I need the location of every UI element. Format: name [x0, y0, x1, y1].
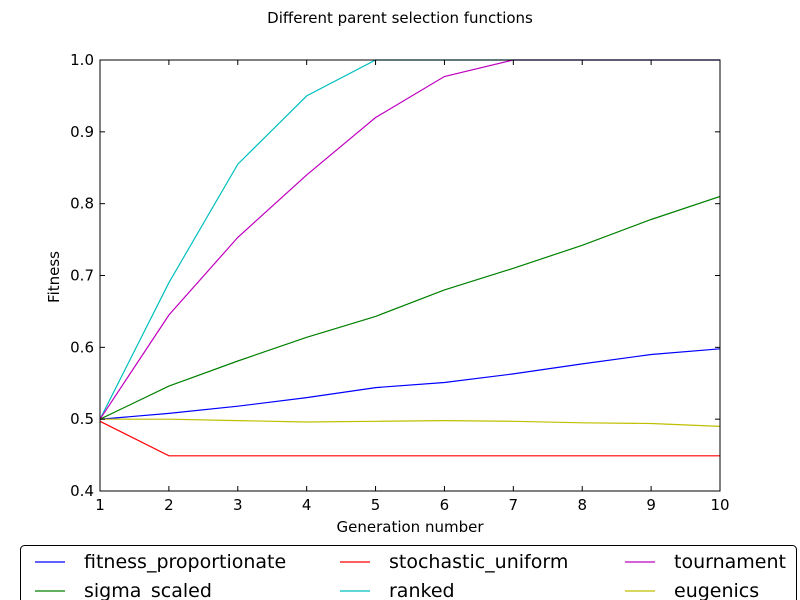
- legend-label-tournament: tournament: [674, 551, 786, 573]
- legend-label-ranked: ranked: [389, 580, 455, 600]
- legend-box: [20, 545, 797, 600]
- x-tick-label-1: 1: [95, 496, 105, 514]
- plot-frame: [99, 59, 721, 492]
- series-line-fitness_proportionate: [100, 348, 720, 420]
- x-axis-label: Generation number: [337, 518, 485, 536]
- chart-title: Different parent selection functions: [267, 9, 533, 27]
- legend-label-stochastic_uniform: stochastic_uniform: [389, 551, 568, 573]
- y-tick-label-0.7: 0.7: [70, 267, 94, 285]
- x-tick-label-2: 2: [164, 496, 174, 514]
- y-tick-label-0.6: 0.6: [70, 338, 94, 356]
- y-tick-label-0.8: 0.8: [70, 195, 94, 213]
- legend-label-eugenics: eugenics: [674, 580, 759, 600]
- series-group: [100, 59, 720, 457]
- series-line-tournament: [100, 59, 720, 420]
- legend-label-sigma_scaled: sigma_scaled: [84, 580, 212, 600]
- series-line-ranked: [100, 59, 720, 420]
- x-tick-label-5: 5: [371, 496, 381, 514]
- x-tick-label-3: 3: [233, 496, 243, 514]
- plot-area: 1 2 3 4 5 6 7 8 9 10 0.4 0.5 0.6 0.7 0.8 0.9 1.0: [70, 51, 729, 514]
- x-tick-label-9: 9: [646, 496, 656, 514]
- y-tick-label-0.4: 0.4: [70, 482, 94, 500]
- y-axis-label: Fitness: [45, 251, 63, 303]
- legend-label-fitness_proportionate: fitness_proportionate: [84, 551, 286, 573]
- x-tick-label-8: 8: [577, 496, 587, 514]
- x-tick-label-6: 6: [440, 496, 450, 514]
- y-tick-label-0.5: 0.5: [70, 410, 94, 428]
- series-line-sigma_scaled: [100, 195, 720, 420]
- y-tick-label-0.9: 0.9: [70, 123, 94, 141]
- series-line-eugenics: [100, 418, 720, 427]
- legend: fitness_proportionate sigma_scaled stochas…: [20, 545, 797, 600]
- x-tick-label-7: 7: [509, 496, 519, 514]
- series-line-stochastic_uniform: [100, 420, 720, 457]
- y-tick-label-1.0: 1.0: [70, 51, 94, 69]
- x-tick-label-10: 10: [710, 496, 729, 514]
- x-tick-label-4: 4: [302, 496, 312, 514]
